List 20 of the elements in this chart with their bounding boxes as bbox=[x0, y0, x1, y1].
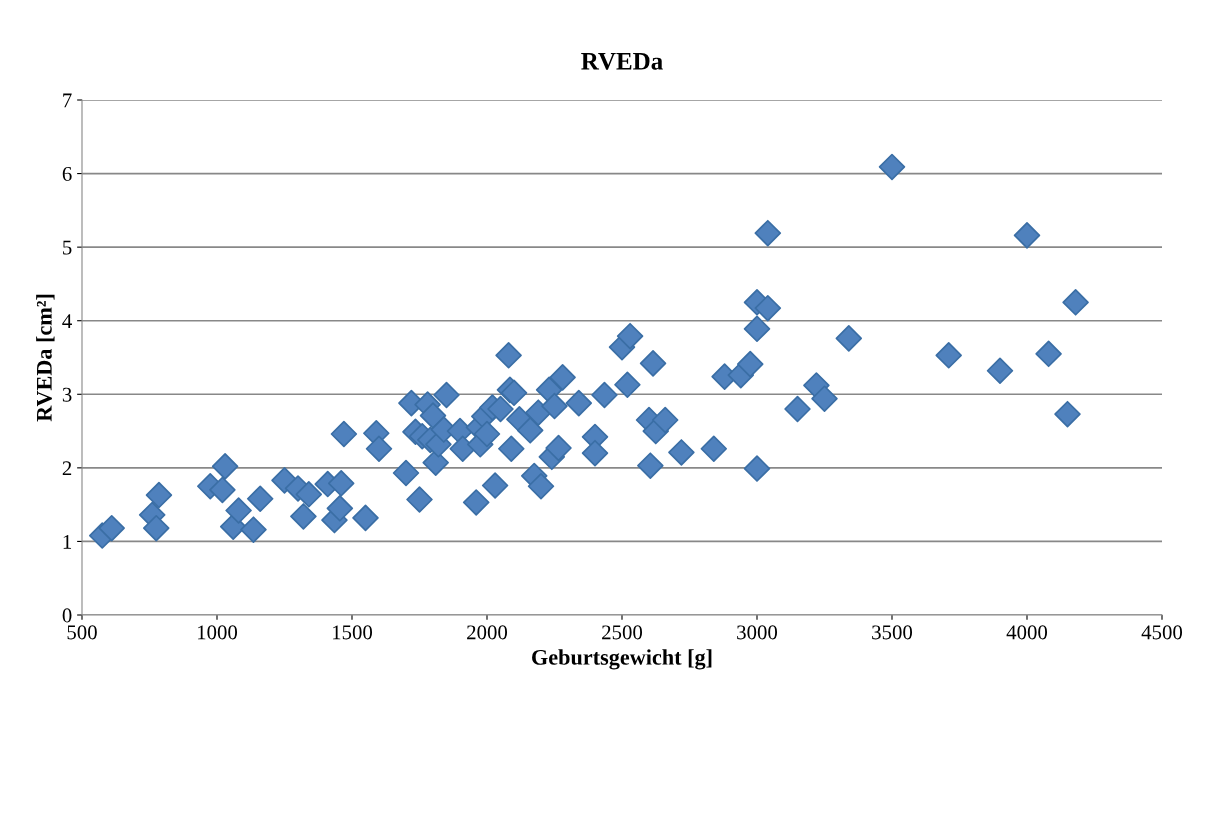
y-tick-label: 3 bbox=[62, 387, 72, 402]
x-tick-label: 3500 bbox=[872, 625, 913, 640]
y-tick-label: 0 bbox=[62, 608, 72, 623]
y-axis-title: RVEDa [cm²] bbox=[36, 294, 55, 422]
x-tick-label: 500 bbox=[67, 625, 97, 640]
chart-title: RVEDa bbox=[581, 53, 663, 70]
x-tick-label: 1000 bbox=[198, 625, 238, 640]
y-tick-label: 5 bbox=[63, 240, 72, 255]
x-tick-label: 3000 bbox=[737, 625, 778, 640]
y-tick-label: 1 bbox=[63, 534, 72, 549]
x-tick-label: 4500 bbox=[1141, 625, 1183, 640]
y-tick-label: 7 bbox=[63, 93, 72, 108]
x-axis-title: Geburtsgewicht [g] bbox=[532, 649, 712, 670]
x-tick-label: 2500 bbox=[602, 625, 643, 640]
y-tick-label: 4 bbox=[62, 314, 72, 328]
y-tick-label: 6 bbox=[62, 167, 72, 181]
x-tick-label: 4000 bbox=[1006, 625, 1048, 640]
x-tick-label: 2000 bbox=[467, 625, 508, 640]
y-tick-label: 2 bbox=[62, 461, 72, 476]
x-tick-label: 1500 bbox=[333, 625, 373, 640]
